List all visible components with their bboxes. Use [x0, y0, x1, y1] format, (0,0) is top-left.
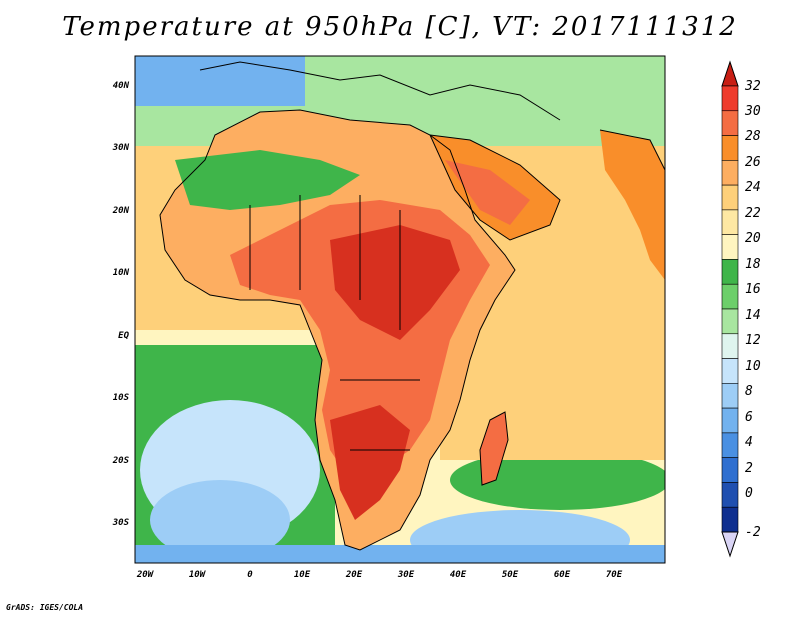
colorbar-box [721, 283, 739, 310]
lon-label: 50E [502, 570, 519, 580]
lon-label: 60E [554, 570, 571, 580]
colorbar-box [721, 85, 739, 112]
colorbar-bottom-arrow [721, 531, 739, 558]
lon-label: 10E [294, 570, 311, 580]
colorbar-box [721, 432, 739, 458]
credit-text: GrADS: IGES/COLA [6, 603, 84, 612]
colorbar-label: 22 [745, 206, 761, 221]
colorbar-box [721, 383, 739, 409]
lon-label: 20W [136, 570, 155, 580]
colorbar-label: 30 [744, 104, 761, 119]
colorbar-box [721, 209, 739, 235]
lat-label: 10S [113, 393, 130, 403]
map-frame [134, 55, 666, 564]
colorbar-label: 8 [745, 384, 753, 399]
colorbar-box [721, 110, 739, 136]
colorbar-box [721, 234, 739, 260]
colorbar-label: 6 [745, 410, 753, 425]
colorbar-box [721, 457, 739, 483]
sahara-cool [175, 150, 360, 210]
lat-label: EQ [118, 331, 129, 341]
colorbar: 32 30 28 26 24 22 20 18 16 14 12 10 8 6 … [721, 60, 761, 558]
temperature-field [135, 56, 665, 563]
india-land [600, 130, 665, 280]
colorbar-box [721, 308, 739, 335]
lat-label: 10N [113, 268, 130, 278]
colorbar-label: 32 [744, 79, 761, 94]
colorbar-label: 16 [745, 282, 761, 297]
lat-label: 30S [112, 518, 130, 528]
colorbar-top-arrow [721, 60, 739, 87]
colorbar-label: 26 [745, 155, 761, 170]
colorbar-box [721, 482, 739, 508]
colorbar-label: 14 [745, 308, 761, 323]
colorbar-label: 0 [745, 486, 753, 501]
lat-label: 30N [112, 143, 130, 153]
colorbar-box [721, 184, 739, 211]
lat-axis: 40N 30N 20N 10N EQ 10S 20S 30S [112, 81, 130, 528]
colorbar-label: 24 [745, 180, 761, 195]
colorbar-label: 18 [745, 257, 761, 272]
colorbar-label: 4 [745, 435, 753, 450]
colorbar-box [721, 259, 739, 285]
lat-label: 20S [112, 456, 130, 466]
lat-label: 20N [112, 206, 130, 216]
colorbar-label: 10 [745, 359, 761, 374]
lon-label: 0 [247, 570, 253, 580]
lon-label: 70E [606, 570, 623, 580]
lon-label: 30E [397, 570, 415, 580]
colorbar-box [721, 407, 739, 434]
colorbar-box [721, 358, 739, 384]
colorbar-box [721, 506, 739, 533]
colorbar-label: 20 [745, 231, 761, 246]
colorbar-label: 12 [745, 333, 761, 348]
coastlines [159, 61, 665, 551]
map-title: Temperature at 950hPa [C], VT: 201711131… [62, 12, 738, 42]
colorbar-label: -2 [745, 525, 761, 540]
lat-label: 40N [113, 81, 130, 91]
lon-label: 40E [450, 570, 467, 580]
colorbar-box [721, 135, 739, 161]
lon-axis: 20W 10W 0 10E 20E 30E 40E 50E 60E 70E [136, 570, 623, 580]
colorbar-box [721, 160, 739, 186]
lon-label: 20E [345, 570, 363, 580]
colorbar-label: 28 [745, 129, 761, 144]
colorbar-box [721, 333, 739, 359]
colorbar-label: 2 [745, 461, 753, 476]
lon-label: 10W [189, 570, 207, 580]
